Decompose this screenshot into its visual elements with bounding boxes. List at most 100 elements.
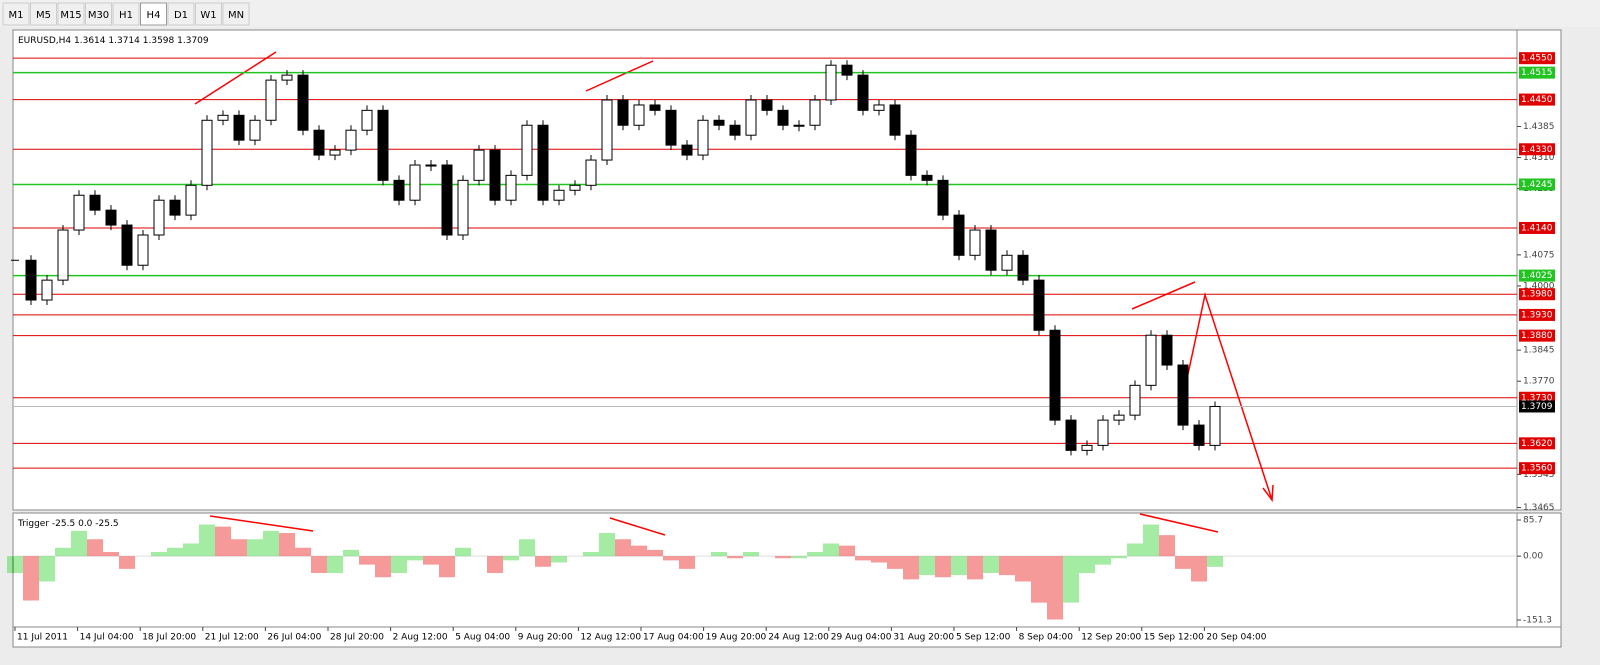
candle: [745, 99, 757, 136]
candle: [409, 164, 421, 201]
histogram-bar: [775, 556, 791, 559]
histogram-bar: [807, 551, 823, 557]
level-tag: [1519, 178, 1555, 191]
x-tick-label: 14 Jul 04:00: [80, 633, 134, 643]
candle: [1081, 444, 1093, 451]
histogram-bar: [1079, 556, 1095, 574]
histogram-bar: [7, 556, 23, 574]
histogram-bar: [519, 539, 535, 557]
x-tick-label: 11 Jul 2011: [17, 633, 68, 643]
candle: [25, 259, 37, 301]
histogram-bar: [1175, 556, 1191, 569]
histogram-bar: [903, 556, 919, 580]
level-label: 1.4330: [1521, 145, 1553, 155]
x-tick-label: 15 Sep 12:00: [1144, 633, 1204, 643]
histogram-bar: [839, 545, 855, 557]
x-tick-label: 9 Aug 20:00: [518, 633, 573, 643]
timeframe-button[interactable]: [2, 2, 30, 26]
histogram-bar: [247, 539, 263, 557]
level-label: 1.3560: [1521, 464, 1553, 474]
histogram-bar: [1127, 543, 1143, 557]
timeframe-button[interactable]: [167, 2, 195, 26]
timeframe-button[interactable]: [140, 2, 167, 26]
histogram-bar: [1143, 524, 1159, 557]
candle: [1097, 419, 1109, 446]
candle: [1129, 384, 1141, 416]
candle: [1113, 414, 1125, 421]
timeframe-button[interactable]: [30, 2, 57, 26]
histogram-bar: [1047, 556, 1063, 620]
x-tick-label: 24 Aug 12:00: [768, 633, 829, 643]
candle: [265, 79, 277, 121]
timeframe-label[interactable]: D1: [174, 10, 188, 21]
histogram-bar: [343, 549, 359, 557]
x-tick-label: 21 Jul 12:00: [205, 633, 259, 643]
timeframe-label[interactable]: H4: [147, 10, 161, 21]
candle: [953, 214, 965, 256]
timeframe-button[interactable]: [222, 2, 250, 26]
level-tag: [1519, 66, 1555, 79]
histogram-bar: [647, 549, 663, 557]
timeframe-label[interactable]: H1: [119, 10, 133, 21]
timeframe-button[interactable]: [112, 2, 140, 26]
annotations: [194, 51, 1274, 536]
candle: [761, 99, 773, 111]
candle: [985, 229, 997, 271]
candle: [633, 104, 645, 126]
level-label: 1.3980: [1521, 290, 1553, 300]
candle: [777, 109, 789, 126]
candle: [825, 64, 837, 101]
candle: [665, 109, 677, 146]
y-tick-label: 1.3845: [1523, 346, 1555, 356]
histogram-bar: [375, 556, 391, 578]
candle: [313, 129, 325, 156]
timeframe-label[interactable]: MN: [228, 10, 244, 21]
histogram-bar: [951, 556, 967, 576]
histogram-bar: [583, 551, 599, 557]
histogram-bar: [663, 556, 679, 561]
histogram-bar: [1191, 556, 1207, 582]
y-tick-label: -151.3: [1523, 615, 1552, 625]
histogram-bar: [743, 551, 759, 557]
candle: [1161, 334, 1173, 366]
timeframe-label[interactable]: M30: [88, 10, 109, 21]
timeframe-label[interactable]: M5: [36, 10, 51, 21]
histogram-bar: [503, 556, 519, 561]
candle: [89, 194, 101, 211]
candle: [713, 119, 725, 126]
histogram-bar: [103, 551, 119, 557]
x-tick-label: 12 Aug 12:00: [580, 633, 641, 643]
candle: [905, 134, 917, 176]
candle: [857, 74, 869, 111]
histogram-bar: [407, 556, 423, 561]
histogram-bar: [919, 556, 935, 576]
candle: [233, 114, 245, 141]
histogram-bar: [263, 530, 279, 557]
timeframe-button[interactable]: [85, 2, 112, 26]
candle: [537, 124, 549, 201]
candle: [585, 159, 597, 186]
histogram-bar: [1111, 556, 1127, 559]
histogram-bar: [279, 532, 295, 557]
candle: [345, 129, 357, 151]
indicator-axis: [1516, 512, 1562, 628]
candle: [249, 119, 261, 141]
candle: [1193, 424, 1205, 446]
histogram-bar: [391, 556, 407, 574]
histogram-bar: [439, 556, 455, 578]
candle: [281, 74, 293, 81]
candle: [169, 199, 181, 216]
timeframe-button[interactable]: [195, 2, 222, 26]
candle: [361, 109, 373, 131]
candle: [393, 179, 405, 201]
timeframe-label[interactable]: W1: [200, 10, 216, 21]
timeframe-button[interactable]: [57, 2, 85, 26]
level-tag: [1519, 288, 1555, 301]
timeframe-label[interactable]: M1: [9, 10, 24, 21]
y-tick-label: 0.00: [1523, 552, 1543, 562]
level-tag: [1519, 52, 1555, 65]
timeframe-label[interactable]: M15: [60, 10, 81, 21]
candle: [425, 164, 437, 167]
histogram-bar: [823, 543, 839, 557]
x-tick-label: 29 Aug 04:00: [831, 633, 892, 643]
